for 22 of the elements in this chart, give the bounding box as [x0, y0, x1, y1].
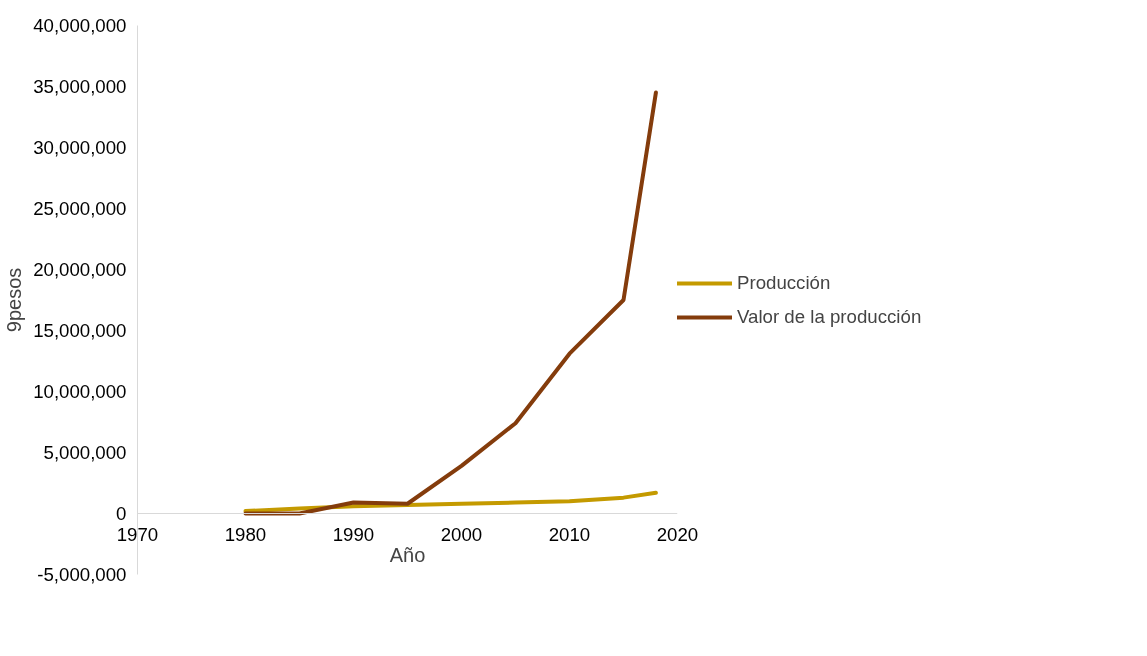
y-tick-label: 10,000,000	[33, 381, 127, 402]
line-series	[243, 90, 658, 516]
y-tick-label: -5,000,000	[37, 564, 127, 585]
y-axis-title: 9pesos	[3, 267, 26, 333]
x-axis-title: Año	[389, 543, 426, 566]
y-tick-label: 25,000,000	[33, 198, 127, 219]
y-tick-label: 5,000,000	[43, 442, 127, 463]
x-tick-label: 1980	[224, 523, 267, 545]
x-tick-label: 2000	[440, 523, 483, 545]
legend-label: Producción	[737, 271, 831, 294]
y-tick-label: 30,000,000	[33, 137, 127, 158]
y-tick-label: 15,000,000	[33, 320, 127, 341]
x-tick-label: 1990	[332, 523, 375, 545]
line-series	[243, 490, 658, 514]
x-tick-label: 1970	[116, 523, 159, 545]
y-tick-label: 40,000,000	[33, 15, 127, 36]
y-tick-label: 35,000,000	[33, 76, 127, 97]
y-tick-label: 0	[116, 503, 127, 524]
x-tick-label: 2020	[656, 523, 699, 545]
y-tick-label: 20,000,000	[33, 259, 127, 280]
x-tick-label: 2010	[548, 523, 591, 545]
legend-label: Valor de la producción	[737, 305, 922, 328]
